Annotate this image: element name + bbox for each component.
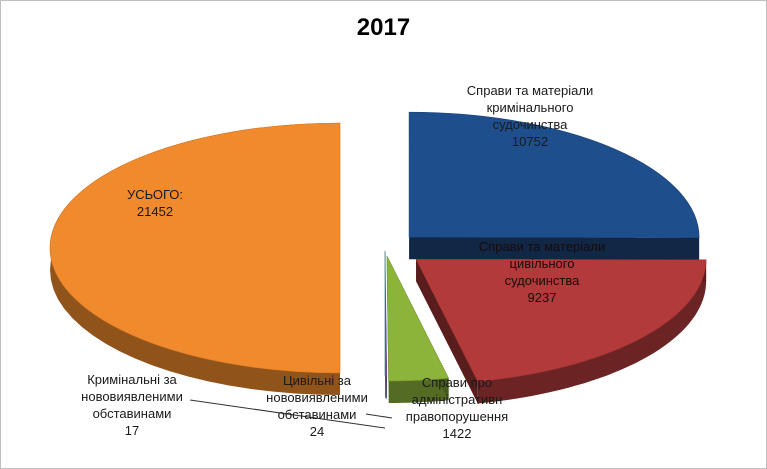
slice-total xyxy=(49,122,341,374)
label-civil: Справи та матеріали цивільного судочинст… xyxy=(467,238,617,306)
slice-civil-new xyxy=(384,251,388,377)
label-criminal-new-line2: нововиявленими xyxy=(81,389,183,404)
label-civil-line1: Справи та матеріали xyxy=(478,239,606,254)
leader-criminal-new xyxy=(189,399,386,429)
label-criminal-value: 10752 xyxy=(511,134,549,149)
label-civil-new-value: 24 xyxy=(309,424,325,439)
label-civil-new: Цивільні за нововиявленими обставинами 2… xyxy=(257,372,377,440)
label-administrative-line1: Справи про xyxy=(421,375,493,390)
label-criminal: Справи та матеріали кримінального судочи… xyxy=(455,82,605,150)
label-criminal-new-line3: обставинами xyxy=(92,406,172,421)
label-civil-line2: цивільного xyxy=(509,256,575,271)
slice-criminal xyxy=(408,111,700,239)
slice-criminal-new xyxy=(384,250,387,377)
label-criminal-line1: Справи та матеріали xyxy=(466,83,594,98)
slice-civil xyxy=(415,259,707,382)
label-criminal-new-value: 17 xyxy=(124,423,140,438)
slice-administrative xyxy=(386,255,450,382)
label-administrative-line2: адміністративн xyxy=(411,392,503,407)
label-total: УСЬОГО: 21452 xyxy=(100,186,210,220)
label-criminal-new-line1: Кримінальні за xyxy=(87,372,177,387)
label-criminal-line2: кримінального xyxy=(486,100,574,115)
label-civil-new-line1: Цивільні за xyxy=(283,373,351,388)
label-civil-line3: судочинства xyxy=(504,273,580,288)
label-total-line1: УСЬОГО: xyxy=(126,187,184,202)
label-criminal-line3: судочинства xyxy=(492,117,568,132)
label-administrative-value: 1422 xyxy=(442,426,472,441)
label-criminal-new: Кримінальні за нововиявленими обставинам… xyxy=(72,371,192,439)
label-civil-value: 9237 xyxy=(527,290,557,305)
label-administrative-line3: правопорушення xyxy=(405,409,509,424)
label-civil-new-line2: нововиявленими xyxy=(266,390,368,405)
label-total-value: 21452 xyxy=(136,204,174,219)
label-civil-new-line3: обставинами xyxy=(277,407,357,422)
chart-title: 2017 xyxy=(356,14,411,41)
leader-civil-new xyxy=(365,413,393,419)
label-administrative: Справи про адміністративн правопорушення… xyxy=(392,374,522,442)
